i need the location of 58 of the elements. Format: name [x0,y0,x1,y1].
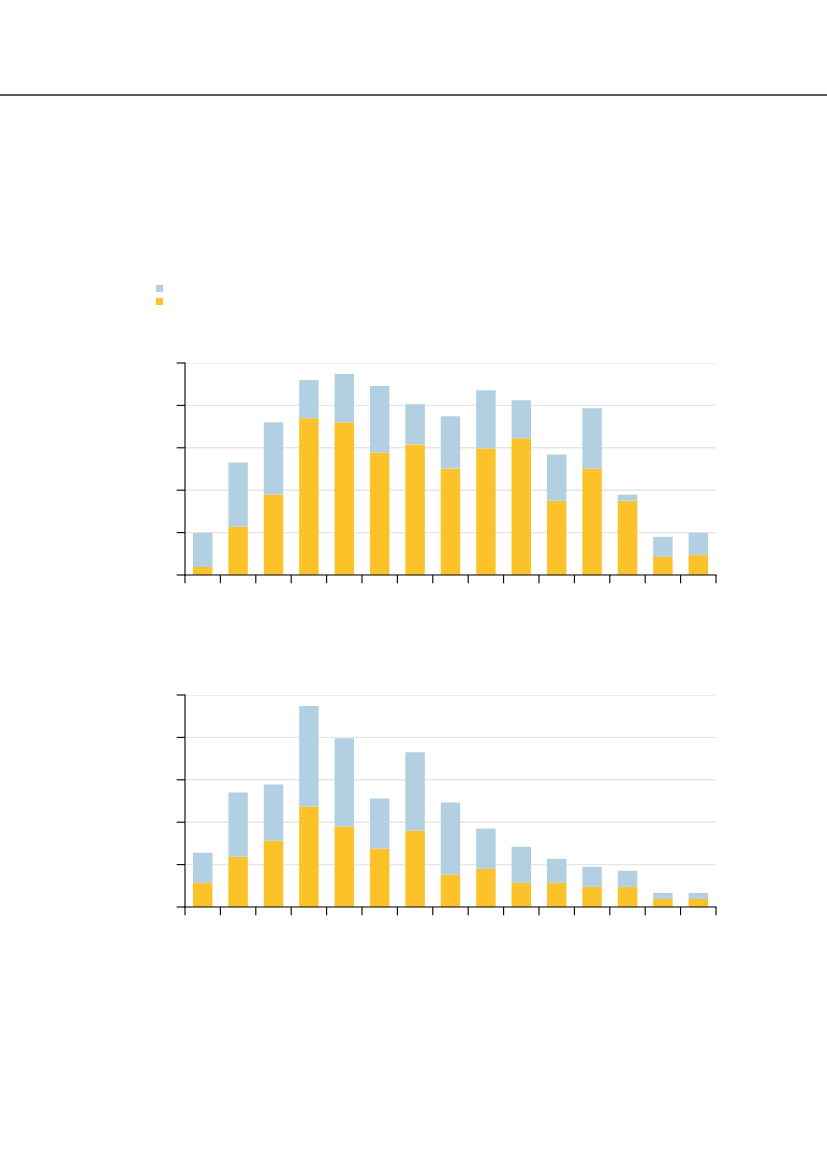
bar [369,798,390,849]
bar [617,494,638,501]
bar [440,874,461,907]
bar [334,422,355,575]
bar [334,826,355,907]
bar [192,882,213,907]
bar [405,444,425,575]
bar [334,374,355,423]
bar [369,452,390,575]
bar [511,846,532,883]
bar [228,462,248,527]
bar [263,422,284,495]
bar [263,494,284,575]
bar [688,532,709,555]
bar [299,706,319,807]
bar [582,886,602,907]
bar [511,438,532,575]
bar [653,556,673,575]
bar [299,418,319,575]
bar [688,892,709,899]
bar [617,870,638,887]
bar [440,802,461,875]
bar [334,738,355,827]
bar [369,848,390,907]
bar [405,752,425,831]
bar [582,468,602,575]
bar [617,886,638,907]
bar [440,416,461,469]
bar [617,500,638,575]
bar [228,856,248,907]
bar [476,868,496,907]
bar [653,892,673,899]
bar [263,784,284,841]
bar [192,852,213,883]
bar [440,468,461,575]
bar [405,404,425,445]
bar [476,390,496,449]
bar [546,858,567,883]
bar [546,500,567,575]
bar [476,448,496,575]
bar [228,792,248,857]
bar [511,882,532,907]
bar [228,526,248,575]
bar [511,400,532,439]
bar [653,536,673,557]
bar [263,840,284,907]
bar [546,882,567,907]
bar [405,830,425,907]
bar [653,898,673,907]
bar [582,408,602,469]
bar [476,828,496,869]
bar [582,866,602,887]
bar [369,386,390,453]
bar [299,380,319,419]
bar [546,454,567,501]
bar [192,532,213,567]
bar [299,806,319,907]
bar [688,554,709,575]
